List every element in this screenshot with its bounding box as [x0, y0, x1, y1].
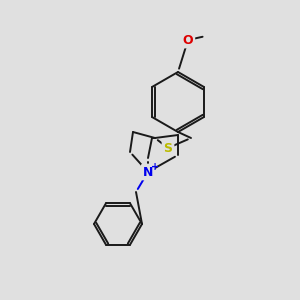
- Text: O: O: [183, 34, 193, 46]
- Text: N: N: [143, 166, 153, 178]
- Text: +: +: [151, 162, 159, 172]
- Text: S: S: [164, 142, 172, 154]
